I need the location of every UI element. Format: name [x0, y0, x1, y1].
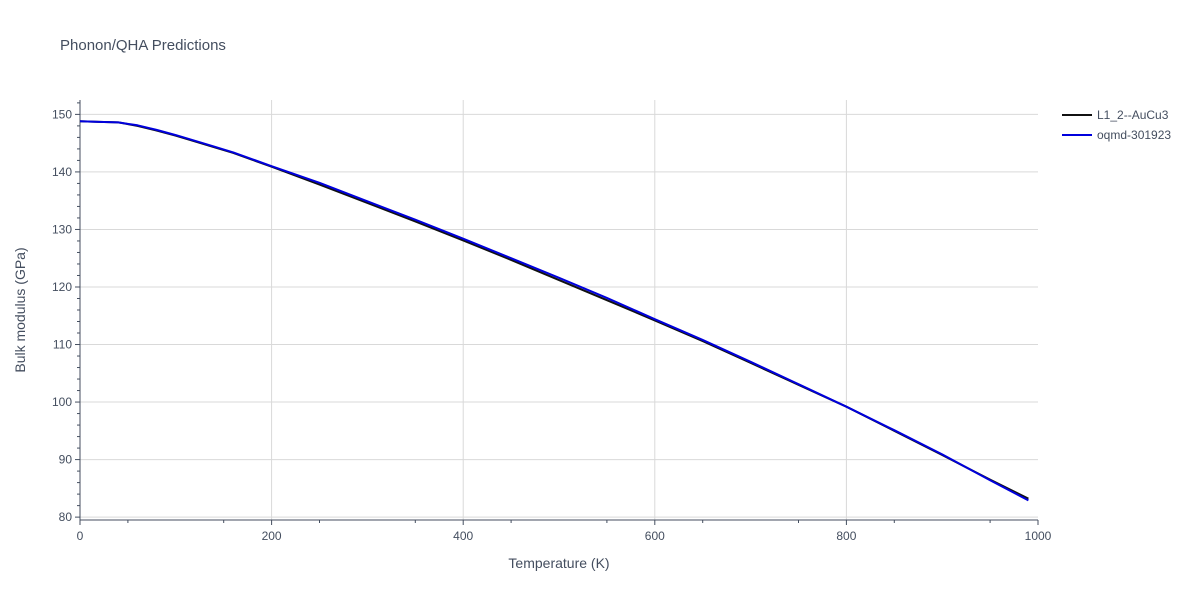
- legend-label: L1_2--AuCu3: [1097, 108, 1169, 122]
- axes: 0 200 400 600 800 1000 80 90 100 110 120 130 140 150: [52, 100, 1052, 543]
- series-lines: [79, 120, 1029, 502]
- y-axis-title: Bulk modulus (GPa): [12, 247, 28, 372]
- grid: [80, 100, 1038, 520]
- series-line-2: [79, 120, 1029, 502]
- y-tick-label: 100: [52, 395, 72, 409]
- legend[interactable]: L1_2--AuCu3 oqmd-301923: [1062, 108, 1171, 142]
- y-tick-label: 140: [52, 165, 72, 179]
- y-tick-label: 150: [52, 107, 72, 121]
- series-line-1: [79, 120, 1029, 500]
- y-tick-label: 80: [59, 510, 73, 524]
- x-tick-label: 200: [262, 529, 282, 543]
- y-tick-label: 90: [59, 453, 73, 467]
- y-tick-label: 110: [53, 338, 72, 352]
- legend-item[interactable]: L1_2--AuCu3: [1062, 108, 1169, 122]
- chart-title: Phonon/QHA Predictions: [60, 37, 226, 54]
- x-tick-label: 0: [77, 529, 84, 543]
- x-tick-label: 800: [836, 529, 856, 543]
- x-tick-label: 400: [453, 529, 473, 543]
- x-tick-label: 1000: [1025, 529, 1052, 543]
- legend-item[interactable]: oqmd-301923: [1062, 128, 1171, 142]
- x-tick-label: 600: [645, 529, 665, 543]
- legend-label: oqmd-301923: [1097, 128, 1171, 142]
- x-axis-title: Temperature (K): [508, 555, 609, 571]
- y-tick-label: 120: [52, 280, 72, 294]
- y-tick-label: 130: [52, 222, 72, 236]
